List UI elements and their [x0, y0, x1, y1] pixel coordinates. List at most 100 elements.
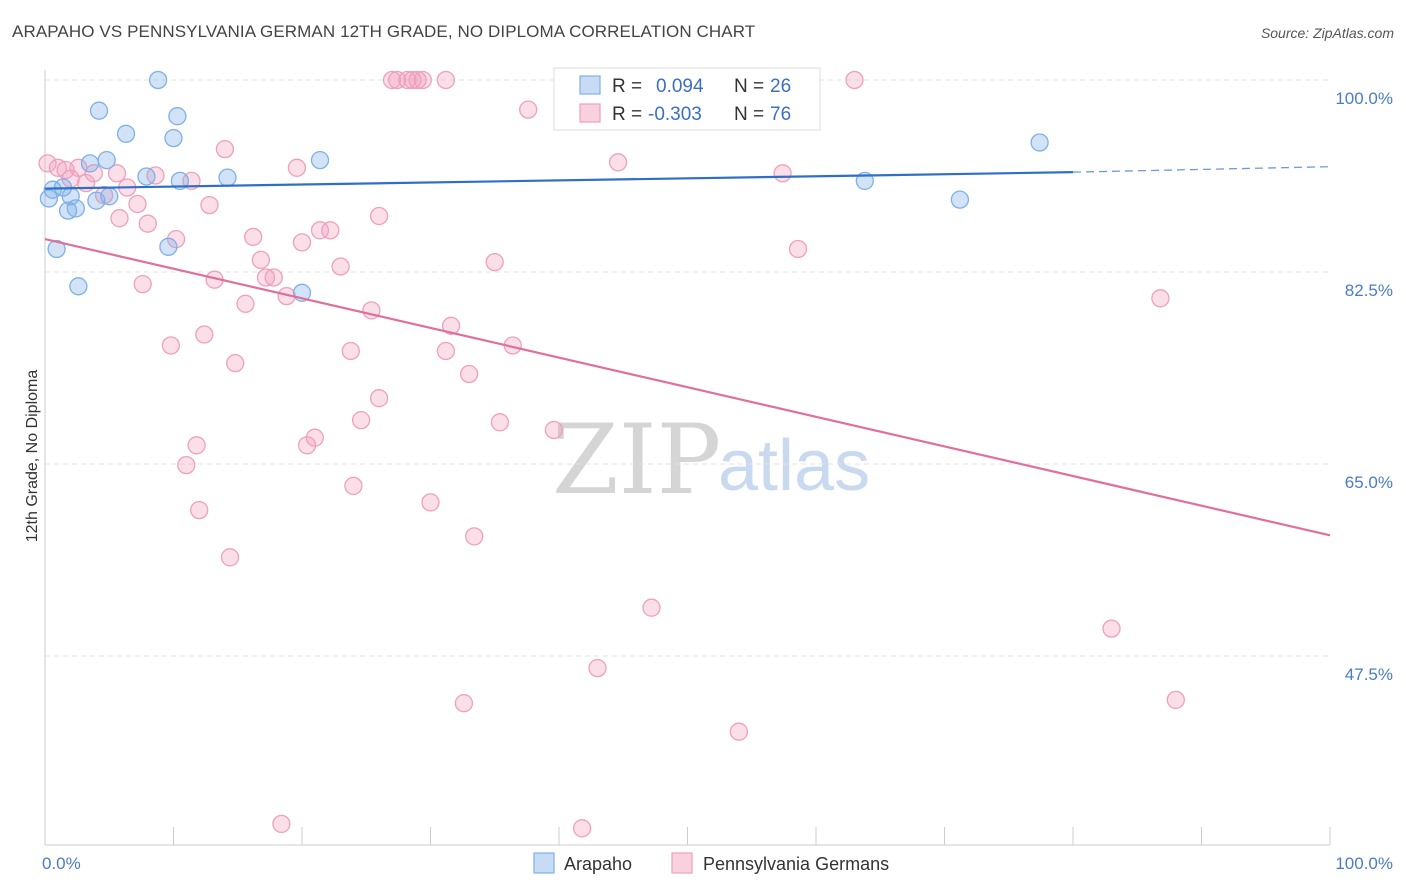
point-pennsylvania-germans-48 [387, 70, 407, 90]
point-arapaho-16 [159, 237, 178, 256]
point-arapaho-15 [148, 70, 168, 90]
axes [44, 70, 1331, 846]
point-pennsylvania-germans-71 [788, 239, 808, 259]
point-pennsylvania-germans-28 [244, 227, 263, 247]
point-arapaho-6 [66, 199, 85, 218]
x-tick-label-1: 100.0% [1335, 854, 1393, 873]
point-arapaho-17 [164, 128, 183, 148]
point-pennsylvania-germans-68 [642, 598, 661, 617]
x-tick-label-0: 0.0% [42, 854, 81, 873]
point-arapaho-22 [310, 150, 330, 170]
point-pennsylvania-germans-31 [264, 268, 283, 287]
point-arapaho-14 [137, 167, 156, 186]
data-points [38, 70, 1185, 838]
trend-lines [44, 166, 1331, 537]
point-arapaho-20 [218, 168, 237, 187]
series-legend: Arapaho Pennsylvania Germans [533, 852, 889, 874]
legend-r-label-1: R = [612, 76, 642, 97]
point-pennsylvania-germans-26 [226, 353, 245, 373]
point-arapaho-8 [80, 154, 100, 173]
point-pennsylvania-germans-49 [398, 70, 417, 90]
point-pennsylvania-germans-38 [310, 221, 330, 240]
watermark-atlas: atlas [718, 426, 870, 506]
legend-n-label-1: N = [734, 76, 764, 97]
point-arapaho-7 [69, 277, 88, 296]
point-pennsylvania-germans-36 [297, 436, 317, 455]
point-pennsylvania-germans-64 [544, 420, 564, 440]
point-pennsylvania-germans-69 [729, 722, 749, 741]
point-arapaho-0 [39, 189, 59, 208]
point-pennsylvania-germans-53 [421, 493, 440, 512]
point-pennsylvania-germans-34 [287, 158, 307, 177]
point-pennsylvania-germans-43 [351, 410, 371, 430]
point-pennsylvania-germans-73 [1151, 289, 1170, 308]
point-arapaho-24 [950, 190, 970, 209]
point-pennsylvania-germans-19 [187, 436, 206, 455]
watermark-zip: ZIP [552, 404, 721, 516]
chart-title: ARAPAHO VS PENNSYLVANIA GERMAN 12TH GRAD… [12, 22, 756, 41]
point-pennsylvania-germans-63 [519, 100, 538, 119]
point-pennsylvania-germans-9 [110, 209, 129, 228]
point-pennsylvania-germans-58 [459, 364, 479, 384]
point-pennsylvania-germans-54 [436, 70, 456, 90]
point-arapaho-18 [168, 107, 187, 126]
point-pennsylvania-germans-56 [441, 316, 461, 335]
point-pennsylvania-germans-12 [133, 274, 152, 294]
point-pennsylvania-germans-72 [845, 70, 864, 90]
y-tick-label-1: 82.5% [1345, 281, 1393, 300]
point-pennsylvania-germans-55 [436, 341, 456, 361]
y-tick-label-0: 100.0% [1335, 89, 1393, 108]
point-arapaho-25 [1030, 133, 1049, 152]
point-pennsylvania-germans-46 [369, 389, 389, 408]
point-pennsylvania-germans-32 [272, 814, 291, 834]
point-pennsylvania-germans-66 [588, 658, 607, 678]
point-pennsylvania-germans-67 [608, 153, 628, 172]
legend-swatch-arapaho [579, 75, 601, 95]
point-pennsylvania-germans-57 [454, 694, 474, 713]
point-pennsylvania-germans-35 [292, 233, 312, 252]
stats-legend: R = 0.094 N = 26 R = -0.303 N = 76 [553, 67, 821, 131]
point-arapaho-12 [100, 187, 119, 206]
point-pennsylvania-germans-22 [200, 195, 219, 215]
legend-r-value-arapaho: 0.094 [656, 76, 704, 97]
legend-r-value-pennsylvania-germans: -0.303 [648, 104, 702, 125]
y-tick-label-2: 65.0% [1345, 473, 1393, 492]
point-pennsylvania-germans-50 [403, 70, 422, 90]
point-pennsylvania-germans-51 [408, 70, 427, 90]
point-pennsylvania-germans-11 [128, 194, 147, 214]
point-arapaho-11 [97, 150, 116, 170]
y-axis-label: 12th Grade, No Diploma [24, 370, 41, 543]
point-pennsylvania-germans-15 [161, 336, 181, 355]
bottom-legend-swatch-arapaho [533, 852, 555, 874]
point-pennsylvania-germans-21 [195, 325, 214, 344]
point-pennsylvania-germans-47 [382, 70, 402, 90]
point-arapaho-10 [89, 101, 109, 120]
point-arapaho-2 [47, 239, 66, 259]
point-pennsylvania-germans-25 [220, 548, 240, 567]
trend-line-pennsylvania-germans [44, 238, 1331, 537]
chart-source: Source: ZipAtlas.com [1260, 25, 1394, 41]
bottom-legend-swatch-pennsylvania-germans [671, 852, 693, 874]
point-pennsylvania-germans-29 [251, 250, 271, 270]
bottom-legend-arapaho: Arapaho [564, 854, 632, 874]
point-pennsylvania-germans-75 [1166, 690, 1185, 710]
legend-n-label-2: N = [734, 104, 764, 125]
point-arapaho-19 [170, 171, 190, 191]
x-tick-labels: 0.0% 100.0% [42, 854, 1393, 873]
legend-n-value-pennsylvania-germans: 76 [770, 104, 791, 125]
legend-r-label-2: R = [612, 104, 642, 125]
point-pennsylvania-germans-70 [773, 164, 792, 183]
point-pennsylvania-germans-52 [413, 70, 432, 90]
legend-n-value-arapaho: 26 [770, 76, 791, 97]
point-pennsylvania-germans-65 [572, 819, 592, 838]
point-arapaho-13 [116, 124, 136, 143]
point-pennsylvania-germans-61 [490, 413, 510, 432]
trend-line-extension-arapaho [1072, 166, 1331, 173]
point-pennsylvania-germans-30 [256, 268, 276, 287]
point-pennsylvania-germans-60 [485, 252, 504, 272]
y-tick-label-3: 47.5% [1345, 665, 1393, 684]
point-pennsylvania-germans-0 [38, 154, 57, 173]
bottom-legend-pennsylvania-germans: Pennsylvania Germans [703, 854, 889, 874]
point-pennsylvania-germans-59 [465, 527, 484, 546]
